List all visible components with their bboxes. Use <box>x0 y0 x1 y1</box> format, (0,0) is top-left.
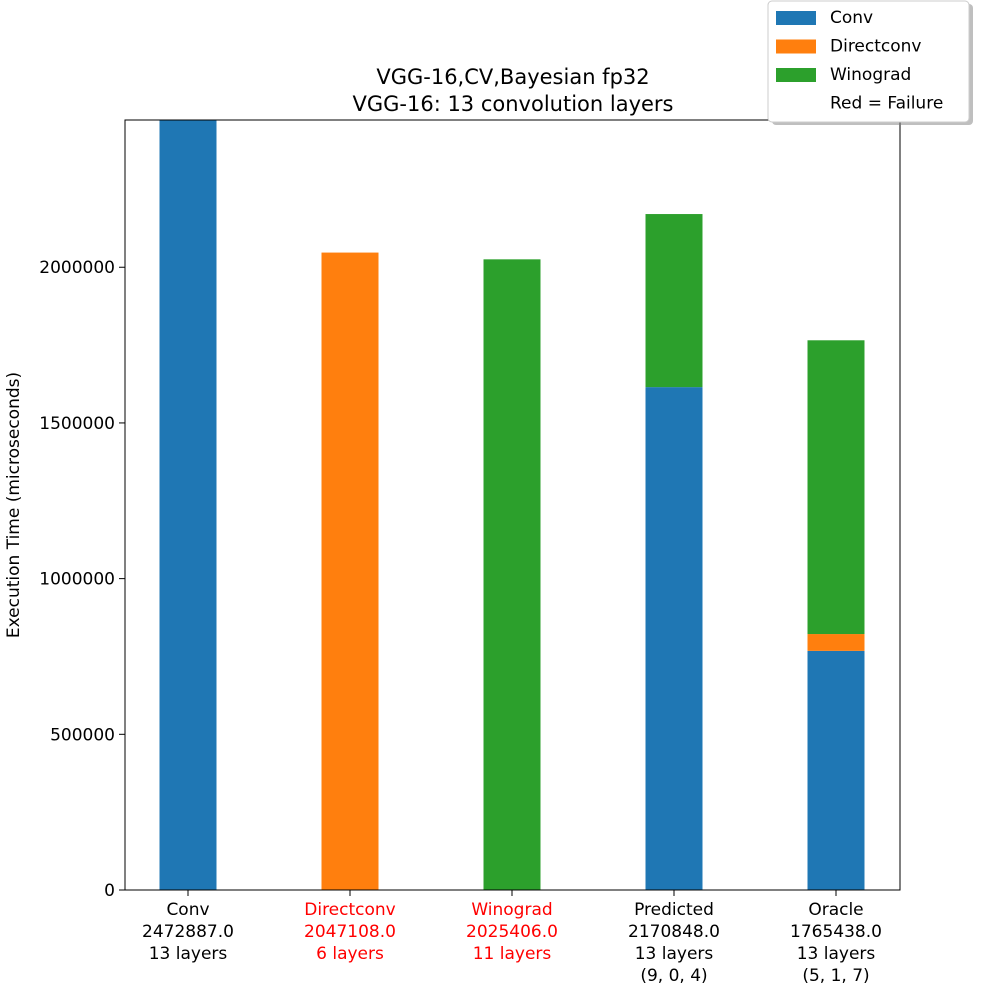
plot-frame <box>124 119 901 891</box>
y-tick-label: 0 <box>104 881 115 901</box>
x-category-label: 2472887.0 <box>142 922 234 942</box>
x-category-label: 1765438.0 <box>790 922 882 942</box>
legend-swatch <box>776 11 816 25</box>
x-category-label: 13 layers <box>149 944 228 964</box>
y-ticks-group: 0 500000 1000000 1500000 2000000 <box>39 258 125 901</box>
x-category-label: 11 layers <box>473 944 552 964</box>
bar-2-winograd <box>483 259 541 890</box>
bar-3-winograd <box>645 214 703 388</box>
x-category-label: Oracle <box>808 900 863 920</box>
bar-1-directconv <box>321 252 379 890</box>
y-axis-label: Execution Time (microseconds) <box>4 372 24 638</box>
legend-entry-label: Winograd <box>830 65 911 85</box>
bar-4-winograd <box>807 340 865 635</box>
legend: Conv Directconv Winograd Red = Failure <box>767 0 973 125</box>
legend-entry-label: Conv <box>830 8 873 28</box>
x-category-label: Winograd <box>471 900 552 920</box>
x-category-label: Predicted <box>634 900 714 920</box>
x-category-label: (5, 1, 7) <box>802 966 869 986</box>
y-tick-label: 1000000 <box>39 570 115 590</box>
bar-4-conv <box>807 650 865 890</box>
bars-group <box>159 120 865 890</box>
x-category-label: 2047108.0 <box>304 922 396 942</box>
x-category-label: (9, 0, 4) <box>640 966 707 986</box>
legend-swatch <box>776 39 816 54</box>
legend-box <box>767 0 970 123</box>
x-category-label: 2170848.0 <box>628 922 720 942</box>
legend-entry-label: Red = Failure <box>830 94 943 114</box>
x-category-label: Conv <box>166 900 209 920</box>
y-tick-label: 2000000 <box>39 258 115 278</box>
x-category-label: 6 layers <box>316 944 384 964</box>
x-category-label: Directconv <box>304 900 395 920</box>
legend-swatch <box>776 68 816 82</box>
chart-title: VGG-16,CV,Bayesian fp32 <box>376 65 649 89</box>
bar-4-directconv <box>807 634 865 651</box>
bar-3-conv <box>645 387 703 890</box>
x-category-label: 13 layers <box>635 944 714 964</box>
y-tick-label: 1500000 <box>39 414 115 434</box>
bar-0-conv <box>159 120 217 890</box>
chart-subtitle: VGG-16: 13 convolution layers <box>352 92 673 116</box>
y-tick-label: 500000 <box>50 725 115 745</box>
x-category-label: 13 layers <box>797 944 876 964</box>
legend-entry-label: Directconv <box>830 37 921 57</box>
x-category-label: 2025406.0 <box>466 922 558 942</box>
